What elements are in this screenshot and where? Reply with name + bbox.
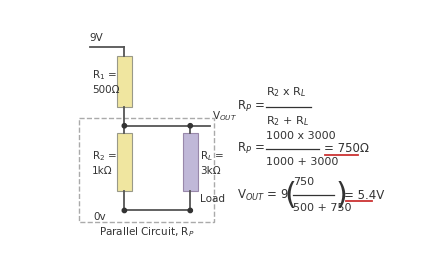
Circle shape [188, 208, 192, 213]
Text: 750: 750 [293, 177, 315, 187]
Circle shape [122, 124, 127, 128]
Bar [117, 133, 132, 191]
Text: = 750Ω: = 750Ω [323, 142, 368, 155]
Text: 500 + 750: 500 + 750 [293, 203, 352, 213]
Text: ): ) [335, 180, 347, 210]
Text: R$_1$ =
500Ω: R$_1$ = 500Ω [92, 68, 119, 95]
Text: R$_P$ =: R$_P$ = [237, 141, 265, 157]
Bar [183, 133, 198, 191]
Text: R$_2$ x R$_L$: R$_2$ x R$_L$ [266, 85, 307, 99]
Text: Load: Load [200, 194, 225, 204]
Circle shape [122, 208, 127, 213]
Text: R$_P$ =: R$_P$ = [237, 99, 265, 114]
Bar [80, 118, 214, 222]
Text: V$_{OUT}$ = 9: V$_{OUT}$ = 9 [237, 187, 289, 203]
Text: 0v: 0v [94, 212, 106, 222]
Circle shape [188, 124, 192, 128]
Text: 1000 + 3000: 1000 + 3000 [266, 157, 339, 167]
Text: 1000 x 3000: 1000 x 3000 [266, 131, 336, 141]
Text: V$_{OUT}$: V$_{OUT}$ [212, 110, 237, 123]
Text: = 5.4V: = 5.4V [344, 188, 385, 202]
Text: Parallel Circuit, R$_P$: Parallel Circuit, R$_P$ [99, 225, 194, 239]
Text: (: ( [285, 180, 297, 210]
Text: R$_2$ =
1kΩ: R$_2$ = 1kΩ [92, 149, 117, 176]
Text: R$_L$ =
3kΩ: R$_L$ = 3kΩ [200, 149, 225, 176]
Bar [117, 56, 132, 106]
Text: 9V: 9V [90, 33, 103, 43]
Text: R$_2$ + R$_L$: R$_2$ + R$_L$ [266, 114, 309, 128]
